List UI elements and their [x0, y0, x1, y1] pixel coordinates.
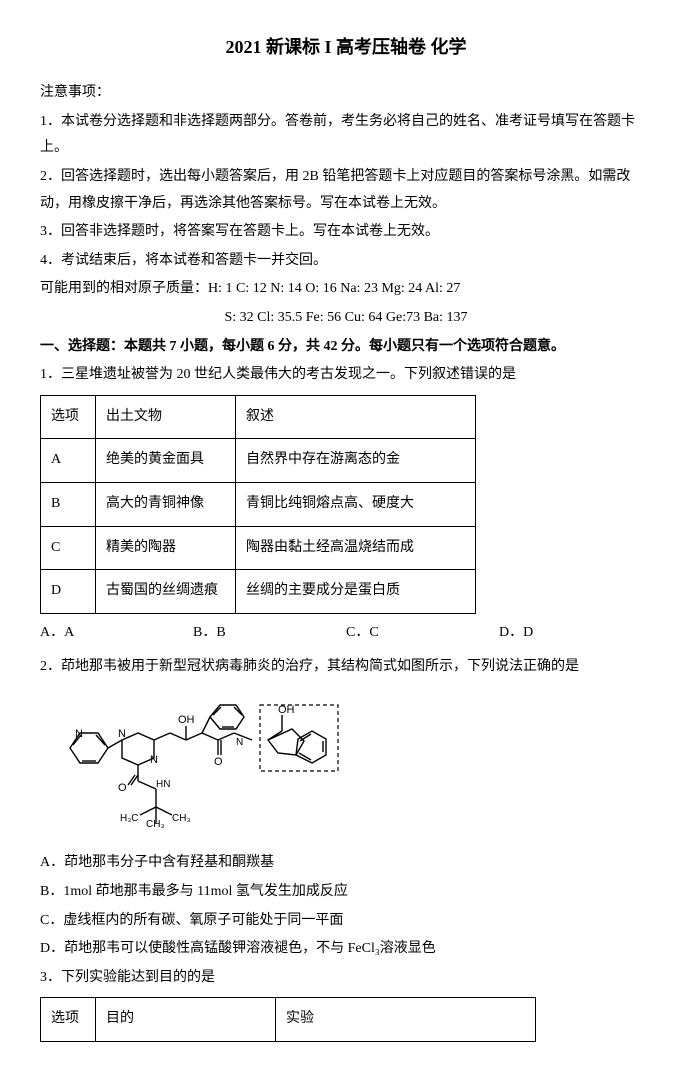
table-cell: 古蜀国的丝绸遗痕	[96, 570, 236, 614]
table-cell: 绝美的黄金面具	[96, 439, 236, 483]
choice-item: A．茚地那韦分子中含有羟基和酮羰基	[40, 850, 652, 877]
question-stem: 1．三星堆遗址被誉为 20 世纪人类最伟大的考古发现之一。下列叙述错误的是	[40, 362, 652, 389]
atom-label: N	[150, 754, 158, 766]
atom-label: OH	[178, 714, 195, 726]
table-cell: 丝绸的主要成分是蛋白质	[236, 570, 476, 614]
q1-table: 选项 出土文物 叙述 A 绝美的黄金面具 自然界中存在游离态的金 B 高大的青铜…	[40, 395, 476, 614]
option-d: D．D	[499, 620, 652, 647]
atom-label: N	[75, 728, 83, 740]
table-row: C 精美的陶器 陶器由黏土经高温烧结而成	[41, 526, 476, 570]
q3-table: 选项 目的 实验	[40, 997, 536, 1042]
choice-item: D．茚地那韦可以使酸性高锰酸钾溶液褪色，不与 FeCl₃溶液显色	[40, 936, 652, 963]
table-row: D 古蜀国的丝绸遗痕 丝绸的主要成分是蛋白质	[41, 570, 476, 614]
question-stem: 3．下列实验能达到目的的是	[40, 965, 652, 992]
option-b: B．B	[193, 620, 346, 647]
page-title: 2021 新课标 I 高考压轴卷 化学	[40, 30, 652, 64]
atomic-mass-line: 可能用到的相对原子质量：H: 1 C: 12 N: 14 O: 16 Na: 2…	[40, 276, 652, 303]
table-cell: D	[41, 570, 96, 614]
atom-label: N	[236, 737, 243, 748]
section-heading: 一、选择题：本题共 7 小题，每小题 6 分，共 42 分。每小题只有一个选项符…	[40, 334, 652, 361]
table-cell: B	[41, 482, 96, 526]
atomic-mass-line: S: 32 Cl: 35.5 Fe: 56 Cu: 64 Ge:73 Ba: 1…	[40, 305, 652, 332]
table-header-cell: 目的	[96, 998, 276, 1042]
table-row: B 高大的青铜神像 青铜比纯铜熔点高、硬度大	[41, 482, 476, 526]
notice-item: 4．考试结束后，将本试卷和答题卡一并交回。	[40, 248, 652, 275]
table-header-cell: 选项	[41, 395, 96, 439]
table-cell: A	[41, 439, 96, 483]
table-header-cell: 出土文物	[96, 395, 236, 439]
choice-item: B．1mol 茚地那韦最多与 11mol 氢气发生加成反应	[40, 879, 652, 906]
table-cell: 自然界中存在游离态的金	[236, 439, 476, 483]
notice-item: 2．回答选择题时，选出每小题答案后，用 2B 铅笔把答题卡上对应题目的答案标号涂…	[40, 164, 652, 217]
question-stem: 2．茚地那韦被用于新型冠状病毒肺炎的治疗，其结构简式如图所示，下列说法正确的是	[40, 654, 652, 681]
choice-item: C．虚线框内的所有碳、氧原子可能处于同一平面	[40, 908, 652, 935]
answer-options: A．A B．B C．C D．D	[40, 620, 652, 647]
notice-item: 1．本试卷分选择题和非选择题两部分。答卷前，考生务必将自己的姓名、准考证号填写在…	[40, 109, 652, 162]
table-header-cell: 选项	[41, 998, 96, 1042]
notice-header: 注意事项：	[40, 80, 652, 107]
table-row: A 绝美的黄金面具 自然界中存在游离态的金	[41, 439, 476, 483]
atom-label: H₃C	[120, 813, 139, 824]
table-header-cell: 实验	[276, 998, 536, 1042]
atom-label: OH	[278, 704, 295, 716]
molecule-diagram: N N N OH O N OH O HN H₃C CH₃ CH₃	[60, 693, 652, 839]
table-cell: 青铜比纯铜熔点高、硬度大	[236, 482, 476, 526]
atom-label: O	[214, 756, 223, 768]
atom-label: CH₃	[172, 813, 191, 824]
table-cell: 陶器由黏土经高温烧结而成	[236, 526, 476, 570]
atom-label: O	[118, 782, 127, 794]
table-cell: C	[41, 526, 96, 570]
table-row: 选项 目的 实验	[41, 998, 536, 1042]
atom-label: N	[118, 728, 126, 740]
option-a: A．A	[40, 620, 193, 647]
table-header-cell: 叙述	[236, 395, 476, 439]
table-cell: 高大的青铜神像	[96, 482, 236, 526]
atom-label: HN	[156, 779, 170, 790]
atom-label: CH₃	[146, 819, 165, 828]
table-cell: 精美的陶器	[96, 526, 236, 570]
option-c: C．C	[346, 620, 499, 647]
notice-item: 3．回答非选择题时，将答案写在答题卡上。写在本试卷上无效。	[40, 219, 652, 246]
table-row: 选项 出土文物 叙述	[41, 395, 476, 439]
